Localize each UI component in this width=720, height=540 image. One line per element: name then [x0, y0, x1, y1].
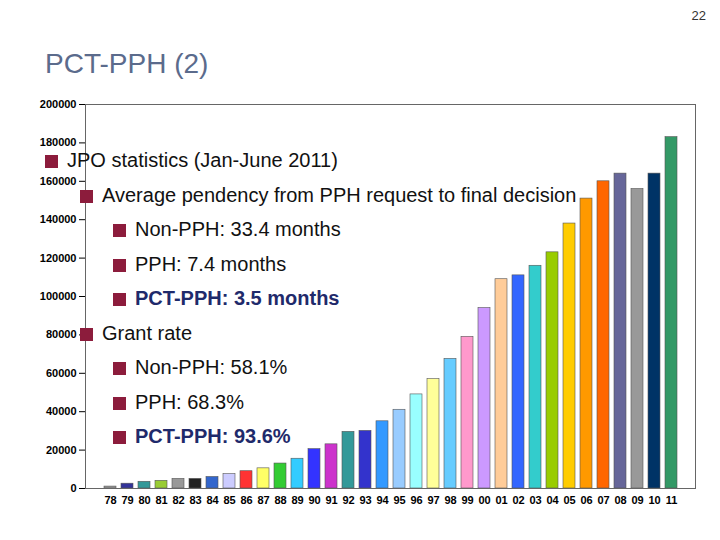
svg-text:98: 98 [444, 494, 456, 506]
svg-text:07: 07 [597, 494, 609, 506]
svg-text:93: 93 [359, 494, 371, 506]
svg-text:82: 82 [172, 494, 184, 506]
svg-text:83: 83 [189, 494, 201, 506]
svg-text:84: 84 [206, 494, 219, 506]
html-text:Grant rate: Grant rate [102, 321, 192, 344]
svg-text:08: 08 [614, 494, 626, 506]
svg-text:60000: 60000 [46, 367, 77, 379]
svg-text:05: 05 [563, 494, 575, 506]
svg-text:03: 03 [529, 494, 541, 506]
svg-text:99: 99 [461, 494, 473, 506]
svg-text:80000: 80000 [46, 328, 77, 340]
svg-text:94: 94 [376, 494, 389, 506]
svg-text:120000: 120000 [40, 252, 77, 264]
svg-text:200000: 200000 [40, 98, 77, 110]
svg-text:11: 11 [666, 494, 678, 506]
html-text:PPH: 68.3%: PPH: 68.3% [135, 390, 244, 413]
svg-text:97: 97 [427, 494, 439, 506]
svg-text:10: 10 [648, 494, 660, 506]
svg-text:140000: 140000 [40, 213, 77, 225]
svg-text:81: 81 [155, 494, 167, 506]
svg-text:0: 0 [70, 482, 76, 494]
svg-text:01: 01 [495, 494, 507, 506]
svg-text:88: 88 [274, 494, 286, 506]
svg-text:06: 06 [580, 494, 592, 506]
html-text:PCT-PPH (2): PCT-PPH (2) [45, 48, 209, 79]
svg-text:96: 96 [410, 494, 422, 506]
html-text:PPH: 7.4 months: PPH: 7.4 months [135, 252, 287, 275]
svg-text:40000: 40000 [46, 405, 77, 417]
svg-text:85: 85 [223, 494, 235, 506]
svg-text:91: 91 [325, 494, 337, 506]
svg-text:86: 86 [240, 494, 252, 506]
svg-text:180000: 180000 [40, 136, 77, 148]
svg-text:87: 87 [257, 494, 269, 506]
html-text:22: 22 [691, 8, 706, 23]
svg-text:09: 09 [631, 494, 643, 506]
html-text:Non-PPH: 33.4 months: Non-PPH: 33.4 months [135, 218, 341, 240]
html-text:PCT-PPH: 93.6%: PCT-PPH: 93.6% [135, 425, 291, 447]
svg-text:100000: 100000 [40, 290, 77, 302]
svg-text:90: 90 [308, 494, 320, 506]
svg-text:95: 95 [393, 494, 405, 506]
svg-text:160000: 160000 [40, 175, 77, 187]
svg-text:92: 92 [342, 494, 354, 506]
svg-text:78: 78 [104, 494, 116, 506]
svg-text:02: 02 [512, 494, 524, 506]
html-text:Non-PPH: 58.1%: Non-PPH: 58.1% [135, 356, 288, 378]
svg-text:80: 80 [138, 494, 150, 506]
svg-text:00: 00 [478, 494, 490, 506]
svg-text:89: 89 [291, 494, 303, 506]
svg-text:20000: 20000 [46, 444, 77, 456]
html-text:JPO statistics (Jan-June 2011): JPO statistics (Jan-June 2011) [67, 149, 338, 171]
html-text:PCT-PPH: 3.5 months: PCT-PPH: 3.5 months [135, 287, 340, 309]
svg-text:04: 04 [546, 494, 559, 506]
html-text:Average pendency from PPH requ: Average pendency from PPH request to fin… [102, 183, 577, 206]
svg-text:79: 79 [121, 494, 133, 506]
